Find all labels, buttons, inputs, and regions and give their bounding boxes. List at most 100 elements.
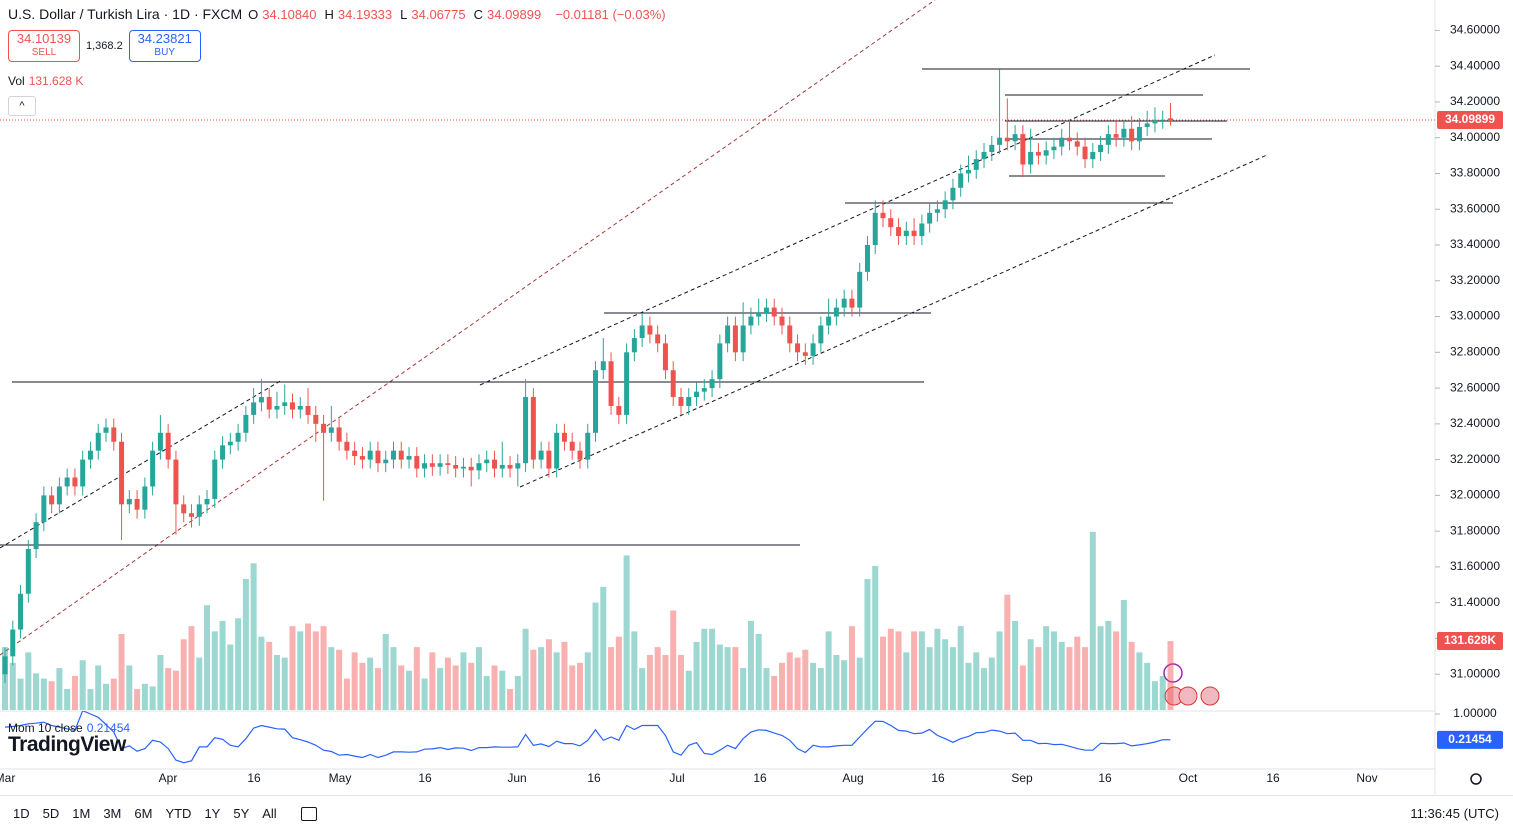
candle-body bbox=[919, 223, 925, 237]
logo[interactable]: TradingView bbox=[8, 733, 126, 756]
candle-body bbox=[258, 397, 264, 403]
volume-bar bbox=[103, 683, 110, 710]
volume-bar bbox=[988, 657, 995, 710]
time-axis-label: Mar bbox=[0, 771, 15, 785]
volume-bar bbox=[911, 631, 918, 710]
volume-bar bbox=[600, 586, 607, 710]
volume-bar bbox=[887, 628, 894, 710]
price-tick-label: 32.40000 bbox=[1450, 416, 1500, 430]
candle-body bbox=[950, 187, 956, 201]
range-button[interactable]: All bbox=[262, 806, 277, 821]
price-tick-label: 31.80000 bbox=[1450, 523, 1500, 537]
time-axis-label: Sep bbox=[1011, 771, 1033, 785]
volume-bar bbox=[110, 678, 117, 710]
candle-body bbox=[196, 504, 202, 517]
candle-body bbox=[25, 549, 31, 594]
volume-bar bbox=[1035, 647, 1042, 710]
volume-bar bbox=[530, 649, 537, 710]
candle-body bbox=[888, 218, 894, 228]
candle-body bbox=[841, 298, 847, 308]
candle-body bbox=[507, 464, 513, 469]
time-axis-label: 16 bbox=[931, 771, 945, 785]
range-button[interactable]: 6M bbox=[134, 806, 153, 821]
candle-body bbox=[49, 495, 55, 505]
candle-body bbox=[896, 227, 902, 237]
range-button[interactable]: 5D bbox=[42, 806, 60, 821]
volume-value: 131.628 K bbox=[28, 74, 84, 88]
volume-bar bbox=[95, 665, 102, 710]
candle-body bbox=[103, 427, 109, 433]
range-button[interactable]: 1D bbox=[13, 806, 30, 821]
volume-bar bbox=[724, 647, 731, 710]
time-axis-label: 16 bbox=[587, 771, 601, 785]
candle-body bbox=[872, 212, 878, 246]
price-tick-label: 31.00000 bbox=[1450, 666, 1500, 680]
volume-bar bbox=[553, 652, 560, 710]
candle-body bbox=[795, 343, 801, 353]
settings-icon bbox=[1470, 773, 1482, 785]
range-button[interactable]: YTD bbox=[165, 806, 192, 821]
sell-button[interactable]: 34.10139 SELL bbox=[8, 30, 80, 62]
trend-line bbox=[0, 0, 936, 656]
range-button[interactable]: 3M bbox=[103, 806, 122, 821]
ohlc-item: L 34.06775 bbox=[400, 7, 469, 22]
calendar-button[interactable] bbox=[300, 806, 317, 821]
volume-bar bbox=[639, 668, 646, 710]
event-icons bbox=[1163, 663, 1220, 706]
candle-body bbox=[864, 245, 870, 272]
candle-body bbox=[134, 498, 140, 510]
candle-body bbox=[942, 200, 948, 210]
candle-body bbox=[546, 450, 552, 469]
volume-bar bbox=[33, 673, 40, 710]
candle-body bbox=[849, 298, 855, 308]
volume-bar bbox=[499, 670, 506, 710]
volume-bar bbox=[880, 636, 887, 710]
volume-bar bbox=[452, 665, 459, 710]
spread: 1,368.2 bbox=[86, 40, 123, 52]
range-button[interactable]: 1Y bbox=[204, 806, 221, 821]
candle-body bbox=[1035, 152, 1041, 156]
candle-body bbox=[1066, 137, 1072, 142]
candle-body bbox=[484, 459, 490, 464]
candle-body bbox=[375, 450, 381, 464]
candle-body bbox=[235, 432, 241, 442]
volume-bar bbox=[1004, 594, 1011, 710]
candle-body bbox=[577, 450, 583, 460]
volume-bar bbox=[9, 662, 16, 710]
price-tick-label: 31.40000 bbox=[1450, 595, 1500, 609]
candle-body bbox=[64, 477, 70, 487]
volume-bar bbox=[374, 668, 381, 710]
volume-bar bbox=[421, 678, 428, 710]
volume-bar bbox=[149, 686, 156, 710]
price-tick-label: 32.60000 bbox=[1450, 380, 1500, 394]
volume-bar bbox=[87, 689, 94, 710]
volume-bar bbox=[48, 681, 55, 710]
candle-body bbox=[157, 432, 163, 451]
volume-bar bbox=[662, 654, 669, 710]
collapse-button[interactable]: ^ bbox=[8, 96, 36, 116]
momentum-value: 0.21454 bbox=[86, 721, 131, 735]
range-button[interactable]: 5Y bbox=[233, 806, 250, 821]
volume-tag bbox=[1437, 632, 1503, 651]
range-button[interactable]: 1M bbox=[72, 806, 91, 821]
volume-bar bbox=[1136, 652, 1143, 710]
candle-body bbox=[87, 450, 93, 460]
volume-bar bbox=[25, 652, 32, 710]
volume-bar bbox=[608, 647, 615, 710]
buy-button[interactable]: 34.23821 BUY bbox=[128, 30, 201, 62]
symbol[interactable]: U.S. Dollar / Turkish Lira · 1D · FXCM bbox=[8, 6, 243, 22]
volume-bar bbox=[576, 662, 583, 710]
volume-bar bbox=[1019, 665, 1026, 710]
candle-body bbox=[694, 391, 700, 398]
candle-body bbox=[367, 450, 373, 460]
volume-bar bbox=[1043, 626, 1050, 710]
volume-bar bbox=[996, 631, 1003, 710]
candle-body bbox=[1105, 134, 1111, 145]
candle-body bbox=[779, 316, 785, 326]
volume-bar bbox=[1012, 620, 1019, 710]
candle-body bbox=[2, 656, 8, 675]
volume-bar bbox=[289, 626, 296, 710]
clock: 11:36:45 (UTC) bbox=[1410, 806, 1499, 821]
candle-body bbox=[647, 325, 653, 335]
candle-body bbox=[662, 343, 668, 371]
